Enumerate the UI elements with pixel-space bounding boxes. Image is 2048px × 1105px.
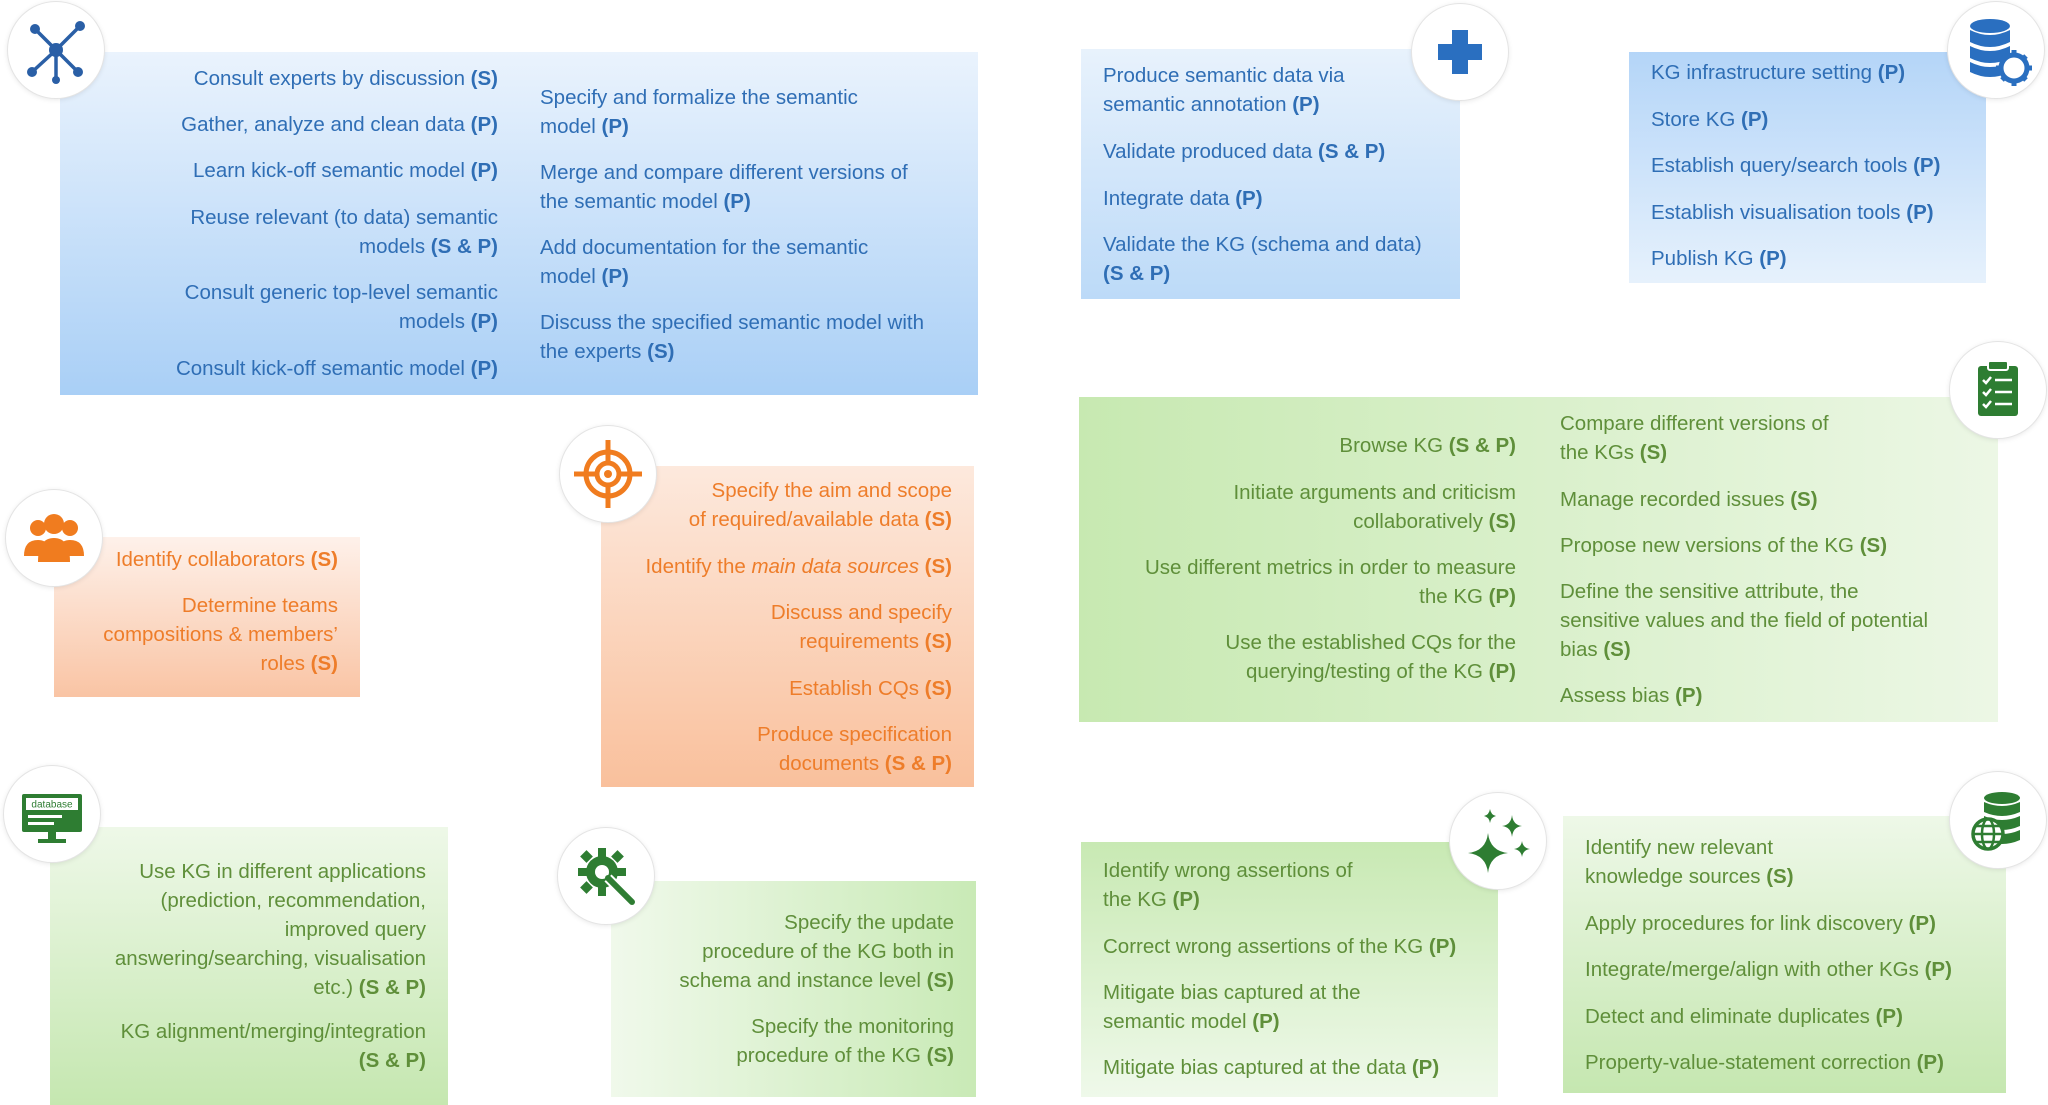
task-validate-produced: Validate produced data (S & P) (1103, 140, 1386, 163)
task-consult-kickoff: Consult kick-off semantic model (P) (175, 357, 498, 380)
task-identify-sources: Identify the main data sources (S) (645, 555, 952, 578)
task-identify-collaborators: Identify collaborators (S) (115, 548, 338, 571)
plus-icon (1412, 4, 1508, 100)
task-merge-versions: Merge and compare different versions of t… (540, 161, 908, 213)
panel-collaborators: Identify collaborators (S) Determine tea… (54, 537, 360, 697)
task-query-tools: Establish query/search tools (P) (1651, 154, 1941, 177)
task-infrastructure: KG infrastructure setting (P) (1651, 61, 1906, 84)
task-reuse-models: Reuse relevant (to data) semantic models … (190, 206, 498, 258)
panel-modelling: Consult experts by discussion (S) Gather… (60, 52, 978, 395)
task-consult-experts: Consult experts by discussion (S) (193, 67, 498, 90)
task-use-kg-applications: Use KG in different applications (predict… (114, 860, 426, 999)
panel-enrichment: Identify new relevant knowledge sources (… (1563, 816, 2006, 1093)
task-mitigate-bias-data: Mitigate bias captured at the data (P) (1103, 1056, 1440, 1079)
task-add-documentation: Add documentation for the semantic model … (540, 236, 869, 288)
task-link-discovery: Apply procedures for link discovery (P) (1585, 912, 1936, 935)
panel-specification: Specify the aim and scope of required/ava… (601, 466, 974, 787)
task-define-sensitive: Define the sensitive attribute, the sensi… (1560, 580, 1929, 661)
task-produce-spec-docs: Produce specification documents (S & P) (757, 723, 952, 775)
task-integrate-data: Integrate data (P) (1103, 187, 1263, 210)
database-gear-icon (1948, 2, 2044, 98)
database-globe-icon (1950, 772, 2046, 868)
task-use-metrics: Use different metrics in order to measur… (1144, 556, 1516, 608)
database-label: database (31, 800, 73, 811)
task-initiate-arguments: Initiate arguments and criticism collabor… (1233, 481, 1516, 533)
task-determine-teams: Determine teams compositions & members’ ro… (103, 594, 338, 675)
sparkles-icon (1450, 793, 1546, 889)
task-property-correction: Property-value-statement correction (P) (1585, 1051, 1944, 1074)
task-discuss-model: Discuss the specified semantic model wit… (540, 311, 924, 363)
task-correct-wrong-assertions: Correct wrong assertions of the KG (P) (1103, 935, 1457, 958)
task-identify-sources-new: Identify new relevant knowledge sources (… (1585, 836, 1794, 888)
task-learn-kickoff: Learn kick-off semantic model (P) (193, 159, 498, 182)
task-compare-kg-versions: Compare different versions of the KGs (S) (1560, 412, 1829, 464)
network-icon (8, 2, 104, 98)
panel-population: Produce semantic data via semantic annota… (1081, 49, 1460, 299)
task-validate-kg: Validate the KG (schema and data) (S & P) (1103, 233, 1422, 285)
task-specify-monitoring: Specify the monitoring procedure of the K… (736, 1015, 954, 1067)
task-assess-bias: Assess bias (P) (1560, 684, 1703, 707)
panel-exploitation: Use KG in different applications (predict… (50, 827, 448, 1105)
task-identify-wrong-assertions: Identify wrong assertions of the KG (P) (1103, 859, 1353, 911)
panel-curation: Identify wrong assertions of the KG (P) C… (1081, 842, 1498, 1097)
task-specify-update: Specify the update procedure of the KG bo… (679, 911, 954, 992)
task-visualisation-tools: Establish visualisation tools (P) (1651, 201, 1934, 224)
gear-wrench-icon (558, 828, 654, 924)
task-discuss-requirements: Discuss and specify requirements (S) (770, 601, 952, 653)
task-store-kg: Store KG (P) (1651, 108, 1769, 131)
task-consult-toplevel: Consult generic top-level semantic models… (184, 281, 498, 333)
panel-maintenance: Specify the update procedure of the KG bo… (611, 881, 976, 1097)
database-monitor-icon: database (4, 766, 100, 862)
people-icon (6, 490, 102, 586)
panel-evaluation: Browse KG (S & P) Initiate arguments and… (1079, 397, 1998, 722)
task-browse-kg: Browse KG (S & P) (1339, 434, 1516, 457)
clipboard-checklist-icon (1950, 342, 2046, 438)
task-eliminate-duplicates: Detect and eliminate duplicates (P) (1585, 1005, 1903, 1028)
task-specify-model: Specify and formalize the semantic model … (540, 86, 858, 138)
task-mitigate-bias-model: Mitigate bias captured at the semantic mo… (1103, 981, 1361, 1033)
task-integrate-kgs: Integrate/merge/align with other KGs (P) (1585, 958, 1952, 981)
task-produce-semantic-data: Produce semantic data via semantic annota… (1103, 64, 1345, 116)
task-publish-kg: Publish KG (P) (1651, 247, 1787, 270)
task-use-cqs: Use the established CQs for the querying/… (1225, 631, 1516, 683)
panel-deployment: KG infrastructure setting (P) Store KG (… (1629, 52, 1986, 283)
target-icon (560, 426, 656, 522)
task-establish-cqs: Establish CQs (S) (789, 677, 952, 700)
task-kg-alignment: KG alignment/merging/integration (S & P) (120, 1020, 426, 1072)
task-specify-aim: Specify the aim and scope of required/ava… (688, 479, 952, 531)
task-manage-issues: Manage recorded issues (S) (1560, 488, 1818, 511)
task-propose-versions: Propose new versions of the KG (S) (1560, 534, 1888, 557)
task-gather-data: Gather, analyze and clean data (P) (181, 113, 498, 136)
